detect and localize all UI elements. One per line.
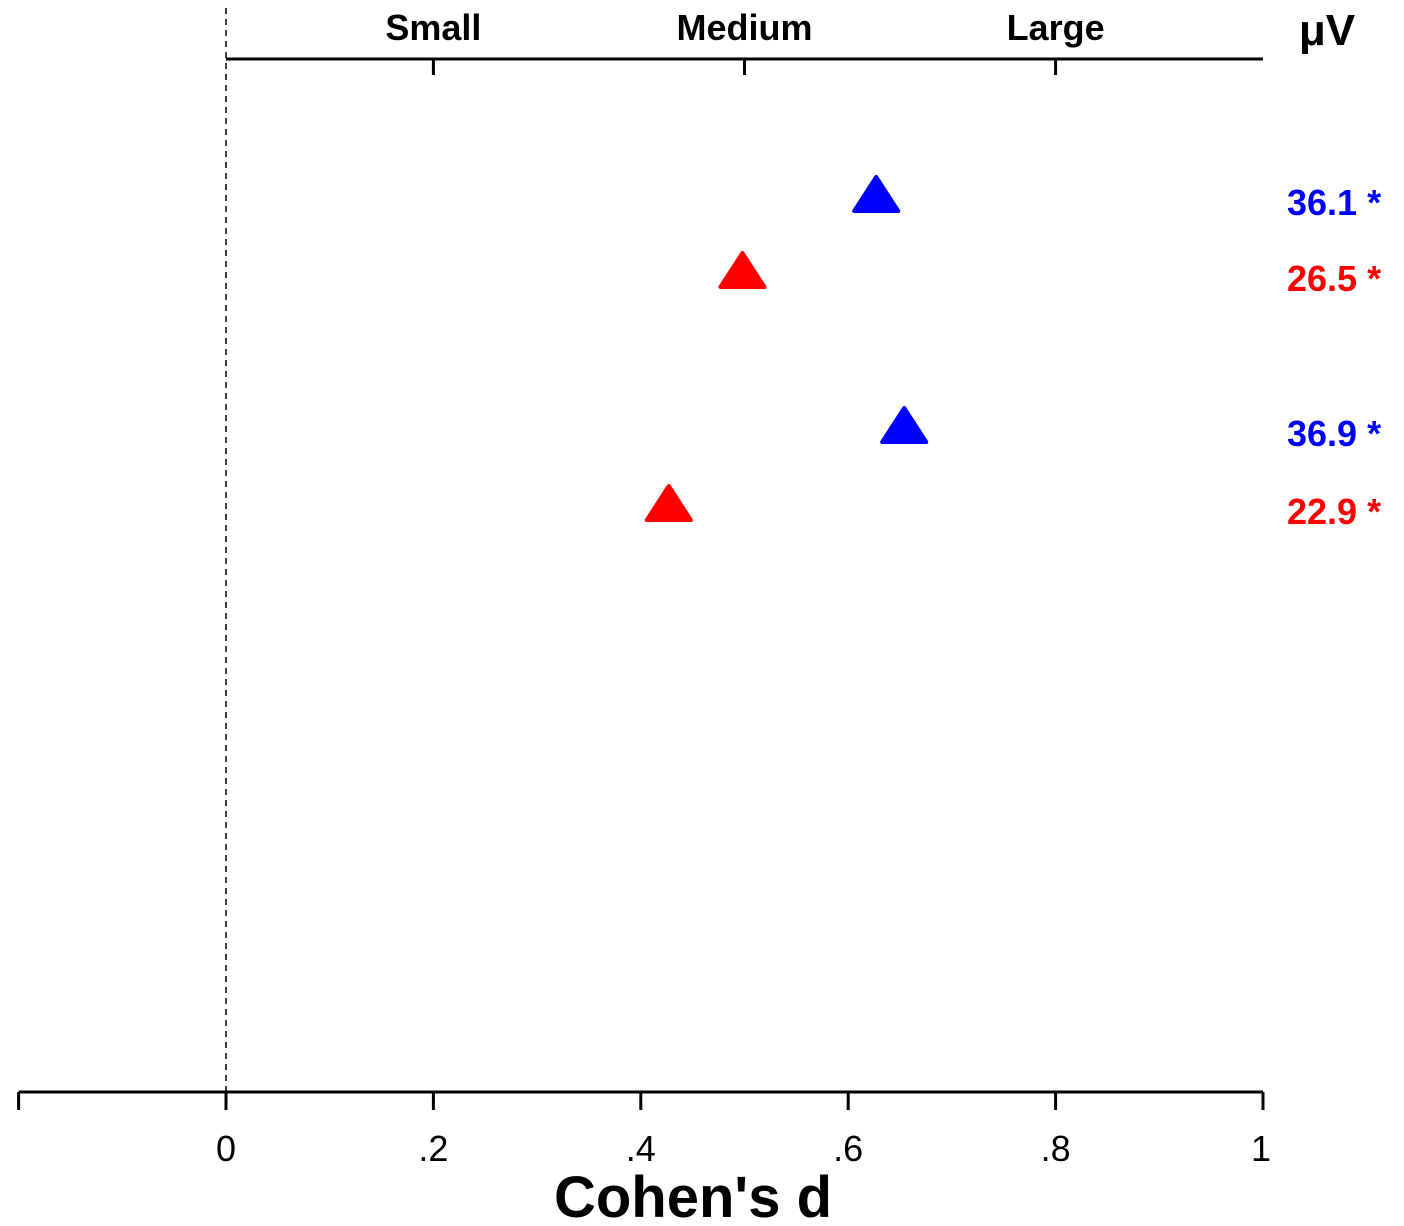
x-tick-label: .8	[1041, 1128, 1071, 1169]
triangle-marker	[644, 484, 693, 522]
x-axis-title: Cohen's d	[554, 1165, 832, 1226]
unit-label: μV	[1299, 6, 1356, 55]
point-value-label: 26.5 *	[1287, 258, 1381, 299]
triangle-marker	[852, 175, 901, 213]
value-labels: 36.1 * 26.5 * 36.9 * 22.9 *	[1287, 182, 1381, 532]
triangle-marker	[718, 251, 767, 289]
effect-size-label: Medium	[676, 7, 812, 48]
data-points	[644, 175, 929, 522]
point-value-label: 22.9 *	[1287, 491, 1381, 532]
point-value-label: 36.9 *	[1287, 413, 1381, 454]
effect-size-label: Large	[1007, 7, 1105, 48]
x-tick-label: .6	[833, 1128, 863, 1169]
x-tick-label: .4	[626, 1128, 656, 1169]
triangle-marker	[880, 406, 929, 444]
effect-size-label: Small	[385, 7, 481, 48]
x-tick-label: .2	[418, 1128, 448, 1169]
top-effect-size-axis: Small Medium Large	[226, 7, 1263, 75]
point-value-label: 36.1 *	[1287, 182, 1381, 223]
x-tick-label: 1	[1251, 1128, 1271, 1169]
bottom-x-axis: 0 .2 .4 .6 .8 1	[17, 1090, 1271, 1169]
x-tick-label: 0	[216, 1128, 236, 1169]
